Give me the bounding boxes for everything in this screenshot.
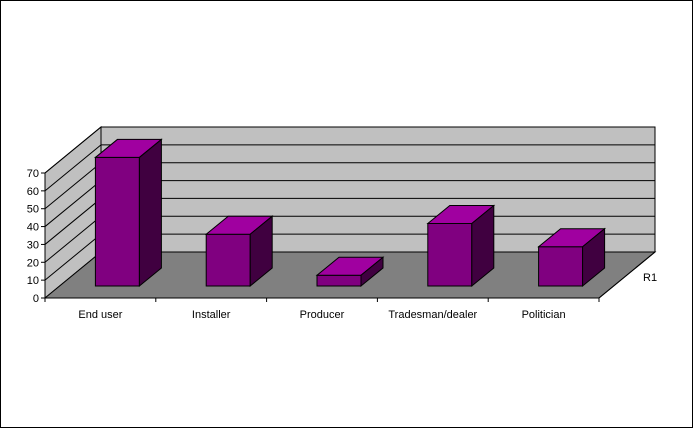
- bar-front: [316, 274, 362, 287]
- x-tick-label: Installer: [192, 309, 231, 321]
- bar: [93, 138, 163, 288]
- bar-side: [249, 215, 273, 288]
- x-tick-label: End user: [78, 309, 122, 321]
- bar-side: [360, 256, 384, 288]
- bar: [315, 256, 385, 288]
- bar-front: [538, 246, 584, 287]
- y-tick-label: 60: [27, 186, 39, 198]
- chart-axes: [41, 172, 656, 302]
- gridline: [44, 144, 655, 192]
- y-tick-label: 20: [27, 257, 39, 269]
- bar-side: [582, 227, 606, 288]
- x-tick-label: Producer: [300, 309, 345, 321]
- x-tick-label: Tradesman/dealer: [388, 309, 477, 321]
- bar-side: [471, 204, 495, 288]
- y-tick-label: 30: [27, 239, 39, 251]
- bar-side: [138, 138, 162, 288]
- y-tick-label: 0: [33, 293, 39, 305]
- chart-bars: [93, 138, 607, 288]
- y-tick-label: 50: [27, 204, 39, 216]
- depth-axis-line: [598, 251, 656, 299]
- bar-front: [427, 223, 473, 287]
- bar-front: [205, 233, 251, 287]
- y-tick-label: 70: [27, 168, 39, 180]
- y-tick-label: 10: [27, 275, 39, 287]
- gridline: [44, 126, 655, 174]
- depth-axis-label: R1: [643, 272, 657, 284]
- chart-labels: 0 10 20 30 40 50 60 70 End user Installer Producer…: [27, 168, 657, 321]
- bar: [204, 215, 274, 288]
- bar: [426, 204, 496, 288]
- bar-front: [94, 156, 140, 287]
- bar: [537, 227, 607, 288]
- x-tick-label: Politician: [522, 309, 566, 321]
- y-tick-label: 40: [27, 222, 39, 234]
